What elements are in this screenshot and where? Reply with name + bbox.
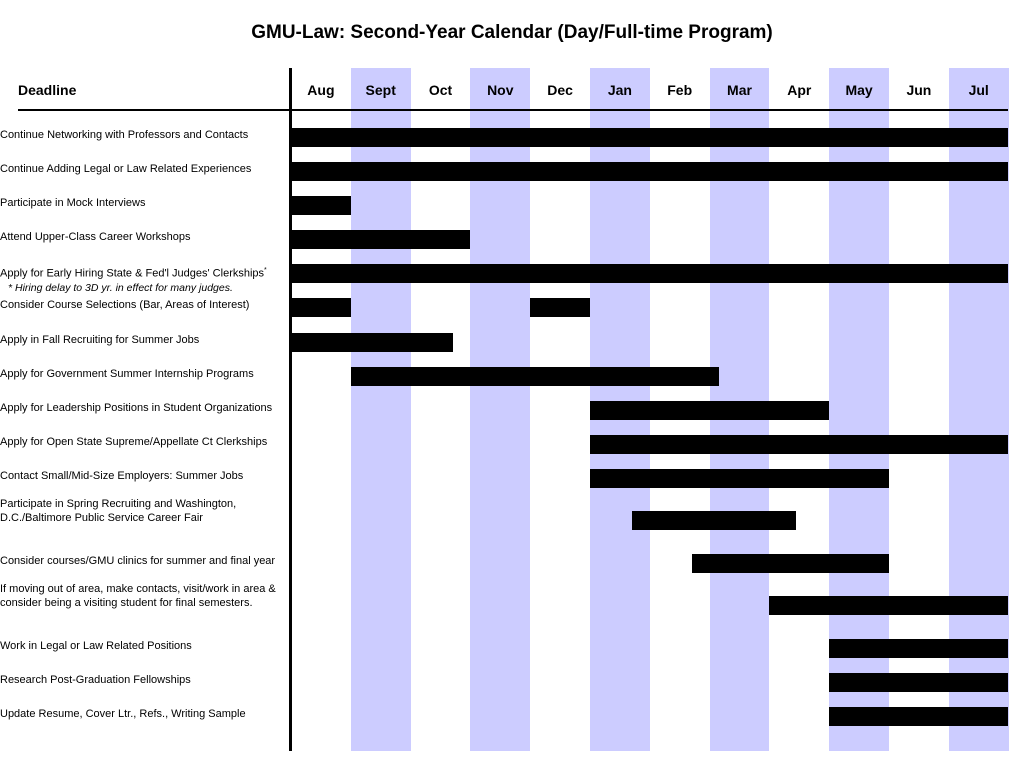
task-label: Apply for Open State Supreme/Appellate C… (0, 435, 290, 449)
month-shade-sept (350, 68, 411, 751)
month-label-oct: Oct (428, 82, 453, 98)
task-bar (291, 263, 1008, 283)
header-rule (18, 109, 1008, 111)
task-bar (590, 400, 830, 420)
task-label-text: Apply in Fall Recruiting for Summer Jobs (0, 334, 200, 346)
task-label: Apply for Early Hiring State & Fed'l Jud… (0, 264, 290, 281)
task-label-text: Attend Upper-Class Career Workshops (0, 231, 191, 243)
task-label-text: Update Resume, Cover Ltr., Refs., Writin… (0, 708, 246, 720)
task-bar (291, 127, 1008, 147)
task-label: Apply for Government Summer Internship P… (0, 367, 290, 381)
month-label-dec: Dec (547, 82, 573, 98)
task-label: Attend Upper-Class Career Workshops (0, 230, 290, 244)
task-bar (350, 366, 719, 386)
task-label-text-line2: D.C./Baltimore Public Service Career Fai… (0, 512, 203, 524)
task-label-text: Apply for Government Summer Internship P… (0, 368, 254, 380)
task-bar (590, 468, 889, 488)
task-label: Update Resume, Cover Ltr., Refs., Writin… (0, 707, 290, 721)
task-label-text: Apply for Open State Supreme/Appellate C… (0, 436, 268, 448)
task-bar (291, 332, 453, 352)
task-bar (530, 297, 590, 317)
task-bar (590, 434, 1008, 454)
page-title: GMU-Law: Second-Year Calendar (Day/Full-… (251, 22, 773, 43)
footnote-mark: * (264, 267, 267, 274)
month-label-jun: Jun (906, 82, 932, 98)
month-label-sept: Sept (365, 82, 396, 98)
task-bar (631, 510, 797, 530)
task-label-text: Continue Adding Legal or Law Related Exp… (0, 163, 252, 175)
task-label: Participate in Mock Interviews (0, 196, 290, 210)
task-label-text-line2: consider being a visiting student for fi… (0, 597, 253, 609)
month-shade-nov (470, 68, 531, 751)
task-label-text: Consider courses/GMU clinics for summer … (0, 555, 276, 567)
month-label-aug: Aug (307, 82, 335, 98)
task-label: Research Post-Graduation Fellowships (0, 673, 290, 687)
month-label-jan: Jan (607, 82, 632, 98)
task-label-text: Research Post-Graduation Fellowships (0, 674, 191, 686)
task-bar (829, 706, 1008, 726)
month-label-may: May (845, 82, 873, 98)
task-bar (291, 161, 1008, 181)
month-label-mar: Mar (727, 82, 752, 98)
task-label: Consider Course Selections (Bar, Areas o… (0, 298, 290, 312)
month-label-jul: Jul (968, 82, 989, 98)
task-label-text: Continue Networking with Professors and … (0, 129, 249, 141)
task-bar (291, 229, 471, 249)
task-label: Contact Small/Mid-Size Employers: Summer… (0, 469, 290, 483)
month-label-apr: Apr (787, 82, 812, 98)
task-bar (691, 553, 889, 573)
task-label-text: Apply for Early Hiring State & Fed'l Jud… (0, 267, 265, 280)
task-label: Participate in Spring Recruiting and Was… (0, 497, 290, 525)
task-label-text: Apply for Leadership Positions in Studen… (0, 402, 273, 414)
column-divider (289, 68, 292, 751)
month-label-nov: Nov (487, 82, 514, 98)
task-bar (829, 638, 1008, 658)
task-label: If moving out of area, make contacts, vi… (0, 582, 290, 610)
task-label: Apply in Fall Recruiting for Summer Jobs (0, 333, 290, 347)
task-label: Work in Legal or Law Related Positions (0, 639, 290, 653)
task-bar (769, 595, 1008, 615)
task-label: Continue Adding Legal or Law Related Exp… (0, 162, 290, 176)
month-shade-jul (948, 68, 1009, 751)
task-bar (291, 297, 351, 317)
task-label-text: Participate in Mock Interviews (0, 197, 146, 209)
task-footnote: * Hiring delay to 3D yr. in effect for m… (8, 282, 233, 294)
deadline-column-header: Deadline (18, 82, 77, 98)
task-bar (291, 195, 351, 215)
task-label: Apply for Leadership Positions in Studen… (0, 401, 290, 415)
task-label-text: Participate in Spring Recruiting and Was… (0, 498, 237, 510)
task-bar (829, 672, 1008, 692)
task-label-text: Consider Course Selections (Bar, Areas o… (0, 299, 250, 311)
task-label-text: Contact Small/Mid-Size Employers: Summer… (0, 470, 244, 482)
month-shade-may (829, 68, 889, 751)
month-label-feb: Feb (667, 82, 693, 98)
task-label: Consider courses/GMU clinics for summer … (0, 554, 290, 568)
task-label: Continue Networking with Professors and … (0, 128, 290, 142)
task-label-text: If moving out of area, make contacts, vi… (0, 583, 276, 595)
task-label-text: Work in Legal or Law Related Positions (0, 640, 192, 652)
